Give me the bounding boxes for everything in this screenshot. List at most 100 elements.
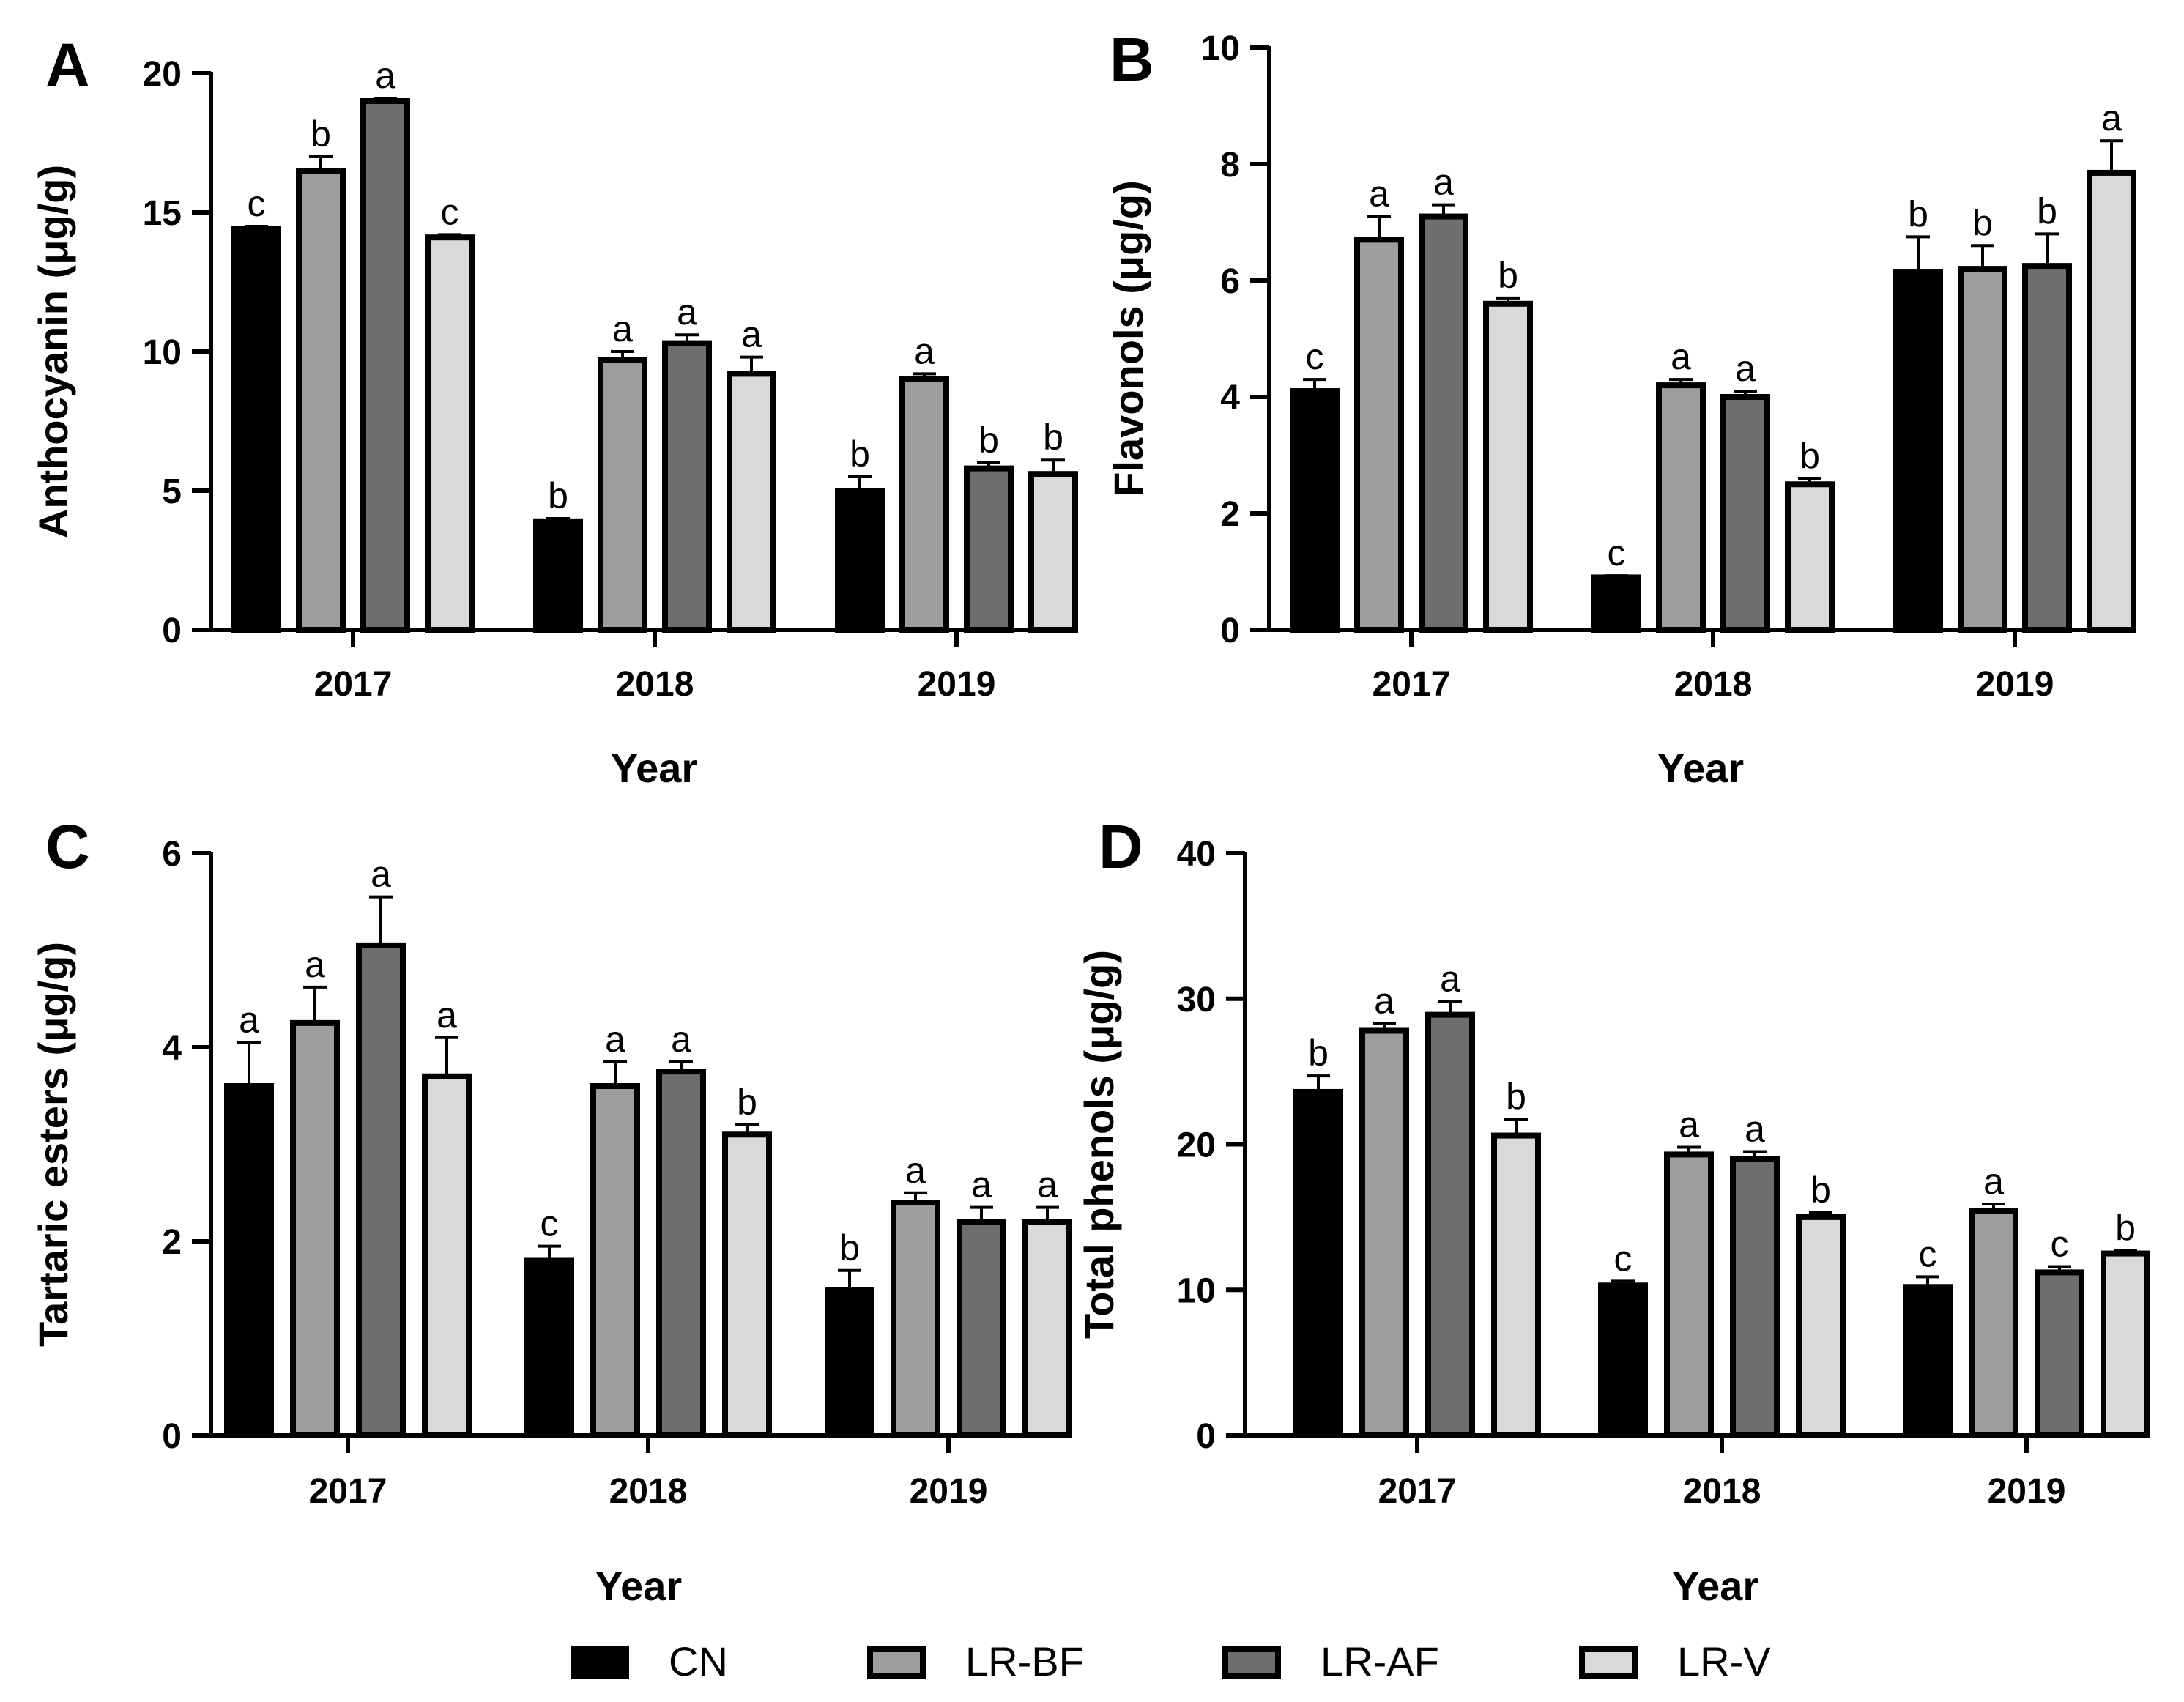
significance-label: a xyxy=(905,1150,926,1191)
bar xyxy=(590,1083,640,1438)
significance-label: c xyxy=(2051,1223,2069,1264)
legend: CN LR-BF LR-AF LR-V xyxy=(571,1638,1771,1684)
significance-label: b xyxy=(839,1227,860,1268)
x-axis-title: Year xyxy=(611,745,697,791)
significance-label: a xyxy=(375,55,395,96)
significance-label: a xyxy=(971,1164,992,1205)
bar xyxy=(1893,269,1943,633)
significance-label: a xyxy=(1671,336,1691,377)
significance-label: a xyxy=(371,854,391,895)
significance-label: a xyxy=(1745,1108,1765,1149)
significance-label: a xyxy=(1433,162,1454,203)
panel-letter: D xyxy=(1099,812,1143,881)
x-tick-label: 2018 xyxy=(1674,665,1753,704)
y-tick-label: 40 xyxy=(1177,835,1216,874)
y-tick-label: 0 xyxy=(1196,1417,1216,1456)
x-tick-label: 2019 xyxy=(1988,1472,2066,1511)
bar xyxy=(1483,300,1533,633)
bar xyxy=(1290,388,1340,633)
bar xyxy=(1359,1027,1409,1438)
chart-panel-a: A 0 5 10 15 20 c b a c 2017 b a a a 2018 b a b b 2019 Year Ant… xyxy=(30,31,1078,791)
bar xyxy=(1028,471,1078,633)
significance-label: a xyxy=(671,1019,691,1060)
bar xyxy=(2022,263,2072,633)
significance-label: c xyxy=(248,183,266,224)
y-tick-label: 20 xyxy=(143,55,182,94)
y-tick-label: 0 xyxy=(162,612,182,650)
y-axis-title: Tartaric esters (μg/g) xyxy=(30,942,76,1347)
significance-label: b xyxy=(978,420,999,461)
y-tick-label: 6 xyxy=(1220,262,1240,301)
legend-swatch xyxy=(571,1646,629,1679)
bar xyxy=(1491,1132,1541,1438)
bar xyxy=(1425,1011,1475,1439)
significance-label: c xyxy=(541,1203,559,1244)
panel-letter: A xyxy=(45,31,90,100)
significance-label: a xyxy=(1369,174,1389,215)
bar xyxy=(891,1200,940,1438)
bar xyxy=(2101,1250,2150,1438)
bar xyxy=(2087,169,2136,633)
x-tick-label: 2018 xyxy=(1683,1472,1761,1511)
bar xyxy=(1958,266,2007,633)
bar xyxy=(1293,1088,1343,1438)
significance-label: c xyxy=(1608,532,1626,573)
bar xyxy=(1656,382,1706,633)
bar xyxy=(899,376,949,633)
bar xyxy=(1354,237,1404,633)
legend-label: LR-AF xyxy=(1321,1638,1439,1684)
panel-letter: B xyxy=(1110,25,1154,94)
significance-label: a xyxy=(305,944,325,985)
y-tick-label: 10 xyxy=(1177,1271,1216,1310)
significance-label: c xyxy=(441,191,459,232)
significance-label: a xyxy=(914,330,935,371)
bar xyxy=(231,226,281,633)
bar xyxy=(425,234,475,633)
significance-label: b xyxy=(1308,1033,1329,1074)
bar xyxy=(422,1073,472,1438)
x-axis-title: Year xyxy=(595,1563,682,1609)
x-tick-label: 2019 xyxy=(1976,665,2054,704)
y-tick-label: 5 xyxy=(162,472,182,511)
significance-label: a xyxy=(741,314,762,355)
significance-label: b xyxy=(1972,202,1993,243)
legend-swatch xyxy=(1579,1646,1638,1679)
significance-label: b xyxy=(850,434,870,475)
y-axis-title: Flavonols (μg/g) xyxy=(1105,180,1151,497)
x-tick-label: 2019 xyxy=(910,1472,988,1511)
y-tick-label: 2 xyxy=(1220,495,1240,534)
bar xyxy=(1903,1284,1953,1439)
bar xyxy=(662,340,712,633)
significance-label: b xyxy=(2115,1208,2136,1249)
legend-swatch xyxy=(1222,1646,1281,1679)
bar xyxy=(524,1257,574,1438)
bar xyxy=(1720,394,1770,633)
y-axis-title: Anthocyanin (μg/g) xyxy=(30,165,76,538)
bar xyxy=(290,1019,340,1438)
significance-label: a xyxy=(1440,959,1460,1000)
x-tick-label: 2017 xyxy=(1373,665,1451,704)
bar xyxy=(224,1083,274,1438)
significance-label: a xyxy=(612,308,633,349)
legend-label: CN xyxy=(669,1638,728,1684)
significance-label: c xyxy=(1919,1233,1937,1274)
significance-label: c xyxy=(1306,336,1324,377)
x-tick-label: 2019 xyxy=(918,665,996,704)
significance-label: b xyxy=(2037,190,2057,231)
y-tick-label: 6 xyxy=(162,835,182,874)
bar xyxy=(1796,1214,1846,1438)
bar xyxy=(1664,1151,1714,1438)
bar xyxy=(835,488,885,633)
chart-panel-c: C 0 2 4 6 a a a a 2017 c a a b 2018 b a a a 2019 Year Tartari… xyxy=(30,812,1072,1609)
significance-label: a xyxy=(2101,97,2122,138)
bar xyxy=(1022,1219,1072,1438)
y-tick-label: 8 xyxy=(1220,146,1240,185)
significance-label: b xyxy=(1498,255,1518,296)
y-tick-label: 10 xyxy=(143,333,182,372)
significance-label: a xyxy=(677,291,697,332)
legend-label: LR-V xyxy=(1677,1638,1771,1684)
bar xyxy=(360,98,410,633)
x-tick-label: 2017 xyxy=(314,665,393,704)
bar xyxy=(2035,1269,2084,1439)
